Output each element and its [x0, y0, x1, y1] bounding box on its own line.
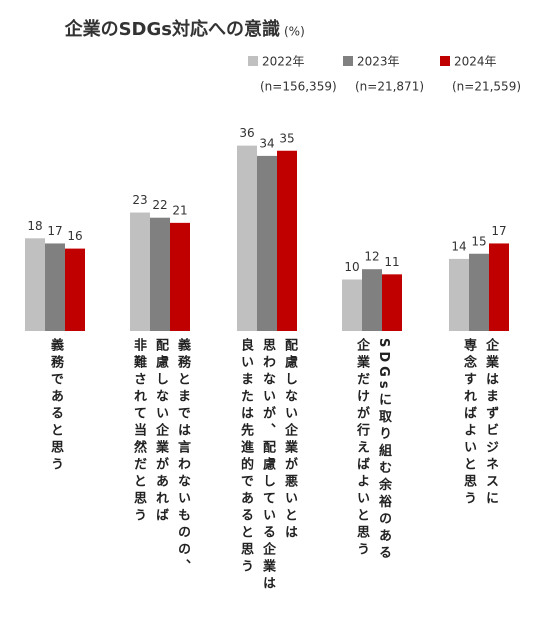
value-label: 34	[259, 136, 274, 150]
bar	[362, 269, 382, 331]
value-label: 15	[471, 234, 486, 248]
x-tick-label: 配慮しない企業が悪いとは 思わないが、配慮している企業は 良いまたは先進的である…	[238, 338, 297, 593]
legend-note: (n=21,871)	[355, 80, 424, 94]
value-label: 22	[152, 198, 167, 212]
x-tick-label: 義務とまでは言わないものの、 配慮しない企業があれば 非難されて当然だと思う	[131, 338, 190, 576]
legend-label: 2022年	[262, 55, 305, 69]
chart-title: 企業のSDGs対応への意識	[64, 18, 280, 40]
bar	[469, 253, 489, 331]
value-label: 35	[279, 131, 294, 145]
x-tick-label: 企業はまずビジネスに 専念すればよいと思う	[461, 338, 498, 508]
bar	[382, 274, 402, 331]
legend-swatch	[343, 56, 353, 66]
bar	[45, 243, 65, 331]
value-label: 36	[239, 126, 254, 140]
bar	[489, 243, 509, 331]
value-label: 11	[384, 255, 399, 269]
legend-swatch	[248, 56, 258, 66]
legend-note: (n=156,359)	[260, 80, 337, 94]
bar	[25, 238, 45, 331]
legend-note: (n=21,559)	[452, 80, 521, 94]
x-tick-label: SDGsに取り組む余裕のある 企業だけが行えばよいと思う	[354, 338, 391, 563]
value-label: 17	[491, 224, 506, 238]
bar	[277, 150, 297, 331]
value-label: 23	[132, 193, 147, 207]
bar	[237, 145, 257, 331]
bar	[130, 212, 150, 331]
bar	[449, 258, 469, 331]
bar	[257, 155, 277, 331]
bar	[342, 279, 362, 331]
value-label: 21	[172, 203, 187, 217]
value-label: 16	[67, 229, 82, 243]
value-label: 17	[47, 224, 62, 238]
legend-label: 2024年	[454, 55, 497, 69]
value-label: 14	[451, 239, 466, 253]
value-label: 18	[27, 219, 42, 233]
x-tick-label: 義務であると思う	[48, 338, 63, 474]
legend-swatch	[440, 56, 450, 66]
legend-label: 2023年	[357, 55, 400, 69]
bar	[65, 248, 85, 331]
value-label: 12	[364, 250, 379, 264]
bar	[170, 222, 190, 331]
chart-unit: (%)	[284, 25, 305, 39]
bar	[150, 217, 170, 331]
value-label: 10	[344, 260, 359, 274]
